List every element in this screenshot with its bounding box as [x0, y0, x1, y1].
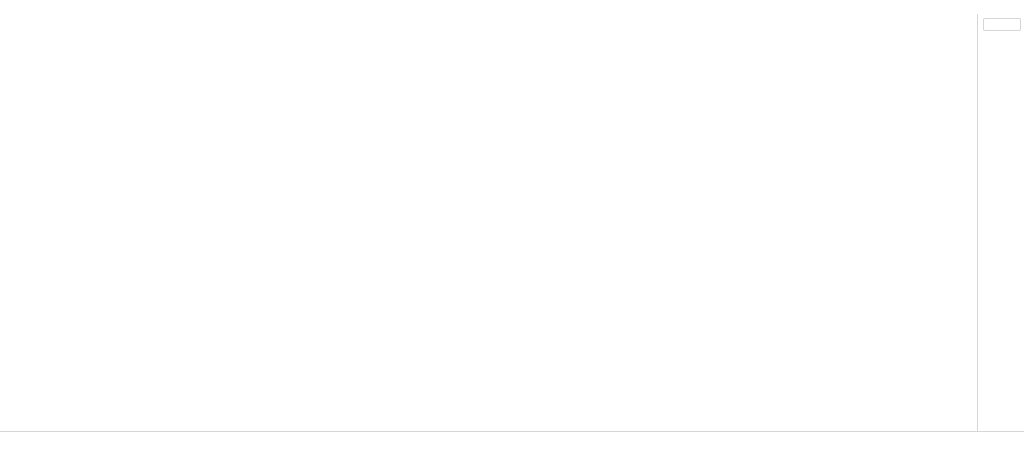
rsi-pane[interactable] [0, 314, 977, 388]
price-pane[interactable] [0, 14, 977, 312]
macd-legend[interactable] [8, 391, 24, 401]
price-axis[interactable] [977, 14, 1024, 431]
macd-pane[interactable] [0, 389, 977, 431]
ema-legend[interactable] [8, 28, 16, 38]
time-axis[interactable] [0, 431, 1024, 449]
rsi-legend[interactable] [8, 316, 28, 326]
currency-label[interactable] [983, 18, 1021, 31]
